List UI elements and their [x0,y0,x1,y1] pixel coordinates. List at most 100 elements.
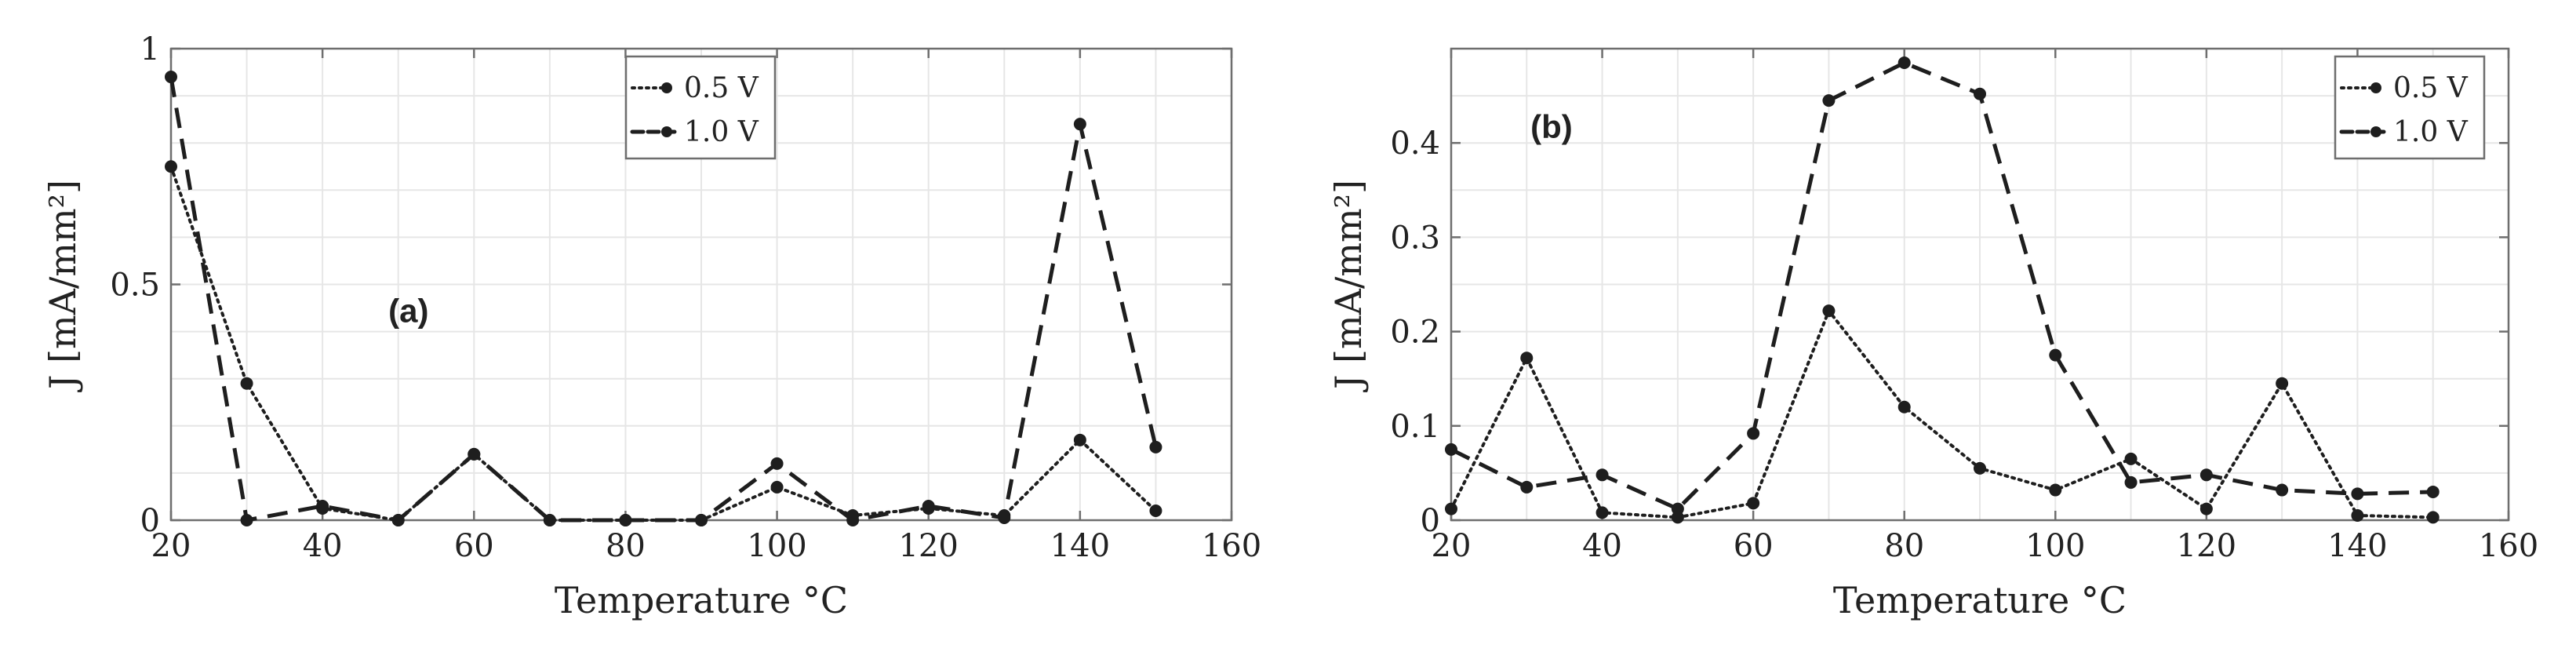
data-point [1747,497,1760,510]
data-point [240,514,253,526]
data-point [1974,461,1986,475]
legend-marker [2370,82,2381,93]
data-point [543,514,556,526]
panel-label: (b) [1530,108,1573,145]
x-tick-label: 20 [151,528,191,564]
data-point [2199,468,2213,482]
x-tick-label: 40 [303,528,343,564]
data-point [1520,351,1534,365]
series-0_5V [1445,304,2440,524]
legend-marker [661,82,672,93]
data-point [1747,427,1760,440]
data-point [846,514,860,526]
x-tick-label: 100 [747,528,806,564]
data-point [1974,87,1986,100]
panel-a: 20 40 60 80 100 120 140 160 0 0.5 1 Temperature °C J… [42,31,1261,621]
data-point [1073,118,1086,131]
series-1_0V [165,71,1162,526]
data-point [2199,502,2213,515]
data-point [468,447,481,461]
data-point [2276,377,2289,390]
legend-box [624,55,777,160]
legend-entry: 0.5 V [631,72,759,104]
series-line [1450,308,2435,519]
y-tick-label: 0.4 [1390,126,1440,162]
series-1_0V [1445,56,2440,515]
data-point [2049,348,2062,362]
y-tick-label: 0 [140,503,160,539]
data-point [1520,480,1534,494]
data-point [1149,440,1162,453]
panel-label: (a) [388,293,428,330]
x-tick-label: 140 [1050,528,1110,564]
x-tick-label: 60 [1734,528,1774,564]
data-point [391,514,405,526]
y-axis-label: J [mA/mm²] [42,180,84,392]
data-point [1073,433,1086,446]
panel-b: 20 40 60 80 100 120 140 160 0 0.1 0.2 0.3 0.4 Tempera… [1327,47,2538,621]
data-point [1445,502,1457,515]
data-point [619,514,632,526]
data-point [2049,483,2062,497]
legend-entry: 1.0 V [2339,116,2469,148]
y-tick-label: 0.2 [1390,315,1440,351]
legend-entry: 1.0 V [630,116,759,148]
data-point [1897,56,1911,70]
data-point [165,71,177,84]
y-tick-label: 1 [140,31,160,67]
legend-entry: 0.5 V [2340,72,2469,104]
data-point [165,160,177,173]
legend-marker [2370,126,2381,137]
legend-label: 0.5 V [684,72,759,104]
data-point [2351,487,2364,501]
data-point [240,377,253,390]
legend: 0.5 V 1.0 V [624,55,777,160]
legend-label: 0.5 V [2393,72,2469,104]
data-point [2426,511,2440,524]
series-line [1450,60,2433,512]
x-tick-label: 80 [1884,528,1924,564]
data-point [1671,502,1684,515]
legend-marker [661,126,672,137]
axes-box [1450,47,2510,522]
data-point [1595,468,1609,482]
x-tick-label: 120 [2177,528,2236,564]
data-point [2351,508,2364,522]
data-point [1822,304,1836,318]
data-point [770,480,784,494]
x-tick-label: 160 [2479,528,2538,564]
y-axis-label: J [mA/mm²] [1327,180,1370,392]
data-point [922,499,935,512]
data-point [1897,400,1911,413]
y-tick-label: 0.3 [1390,220,1440,256]
x-axis-label: Temperature °C [1833,579,2127,621]
legend-label: 1.0 V [684,116,759,148]
data-point [998,511,1011,524]
data-point [2426,485,2440,498]
x-tick-label: 120 [899,528,959,564]
y-tick-label: 0.1 [1390,409,1440,445]
series-line [169,76,1158,523]
data-point [695,514,708,526]
x-tick-label: 40 [1582,528,1622,564]
x-tick-label: 160 [1202,528,1261,564]
data-point [1595,506,1609,519]
x-tick-label: 140 [2327,528,2387,564]
x-tick-label: 100 [2025,528,2085,564]
y-tick-label: 0.5 [110,268,160,304]
data-point [316,499,329,512]
data-point [2276,483,2289,497]
legend-box [2334,55,2486,160]
legend-label: 1.0 V [2393,116,2469,148]
x-tick-label: 80 [606,528,646,564]
x-tick-label: 60 [454,528,494,564]
y-tick-label: 0 [1421,503,1440,539]
data-point [770,457,784,470]
data-point [1822,94,1836,107]
data-point [1445,443,1457,456]
data-point [1149,504,1162,517]
x-tick-label: 20 [1432,528,1472,564]
data-point [2124,452,2138,465]
legend: 0.5 V 1.0 V [2334,55,2486,160]
